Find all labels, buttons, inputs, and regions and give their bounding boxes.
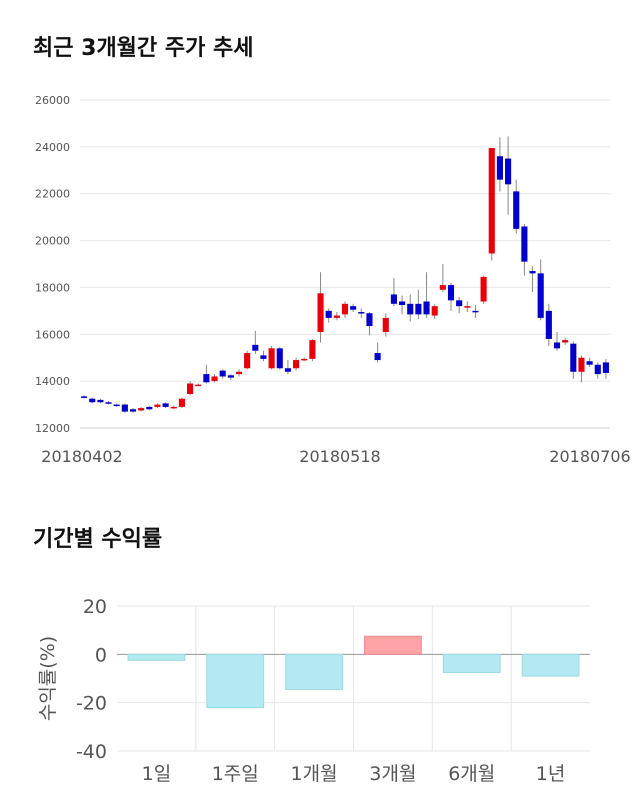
candle-body xyxy=(505,158,512,185)
candle-body xyxy=(586,361,593,365)
candle-body xyxy=(235,371,243,375)
price-trend-title: 최근 3개월간 주가 추세 xyxy=(33,36,254,61)
x-tick-label: 1년 xyxy=(536,763,566,785)
candle-body xyxy=(545,310,552,339)
candle-body xyxy=(325,310,332,318)
y-tick-label: 14000 xyxy=(35,375,70,388)
candle-body xyxy=(146,406,153,410)
x-tick-label: 20180706 xyxy=(549,447,630,466)
return-bar xyxy=(442,653,501,673)
candle-body xyxy=(113,404,120,407)
y-tick-label: 0 xyxy=(95,644,107,666)
y-tick-label: 26000 xyxy=(35,94,70,107)
x-tick-label: 20180402 xyxy=(41,447,122,466)
y-tick-label: 20000 xyxy=(35,235,70,248)
candle-body xyxy=(529,271,536,274)
candle-body xyxy=(464,306,471,308)
return-bar xyxy=(127,653,186,661)
candle-body xyxy=(268,348,275,369)
y-tick-label: -40 xyxy=(76,741,107,763)
return-bar xyxy=(206,653,265,708)
return-bar xyxy=(521,653,580,677)
candle-body xyxy=(537,273,544,318)
candle-body xyxy=(129,409,137,412)
candle-body xyxy=(97,399,104,403)
x-tick-label: 20180518 xyxy=(299,447,380,466)
candle-body xyxy=(570,343,577,372)
candle-body xyxy=(350,306,357,310)
y-tick-label: 16000 xyxy=(35,328,70,341)
candle-body xyxy=(195,384,202,387)
candle-body xyxy=(211,376,218,382)
candle-body xyxy=(81,396,88,398)
returns-title: 기간별 수익률 xyxy=(33,527,163,552)
candle-body xyxy=(382,317,389,332)
candle-body xyxy=(480,276,487,302)
x-tick-label: 1개월 xyxy=(291,763,338,785)
candle-body xyxy=(562,340,569,343)
x-tick-label: 6개월 xyxy=(448,763,495,785)
candle-body xyxy=(178,398,185,407)
candle-body xyxy=(415,303,422,315)
candle-body xyxy=(439,285,446,290)
candle-body xyxy=(472,310,479,313)
candle-body xyxy=(154,404,161,407)
candle-body xyxy=(293,360,300,369)
candle-body xyxy=(244,353,251,369)
candle-body xyxy=(301,358,308,361)
candle-body xyxy=(390,294,397,304)
candle-body xyxy=(553,342,561,349)
candle-body xyxy=(513,191,520,229)
candle-body xyxy=(341,303,349,315)
y-tick-label: 20 xyxy=(83,596,107,618)
x-tick-label: 3개월 xyxy=(369,763,416,785)
return-bar xyxy=(364,635,422,655)
candlestick-chart: 12000 14000 16000 18000 20000 22000 24000 26000… xyxy=(35,94,631,466)
return-bar xyxy=(285,653,343,690)
y-tick-label: 12000 xyxy=(35,422,70,435)
candle-body xyxy=(366,313,373,327)
candle-body xyxy=(276,348,283,369)
candle-body xyxy=(187,383,194,395)
candle-body xyxy=(252,344,259,351)
candle-body xyxy=(260,355,267,359)
candle-body xyxy=(89,398,96,403)
candle-body xyxy=(594,364,601,375)
candle-body xyxy=(138,408,145,411)
candle-body xyxy=(521,226,528,262)
candle-body xyxy=(333,315,340,318)
y-tick-label: -20 xyxy=(76,693,107,715)
y-tick-label: 18000 xyxy=(35,281,70,294)
candle-body xyxy=(309,340,316,359)
candle-body xyxy=(602,362,609,373)
candle-body xyxy=(447,285,455,301)
y-axis-label: 수익률(%) xyxy=(37,636,59,721)
candle-body xyxy=(219,370,226,377)
candle-body xyxy=(317,293,324,332)
candle-body xyxy=(284,368,291,372)
candle-body xyxy=(399,301,406,305)
candle-body xyxy=(121,404,128,412)
candle-body xyxy=(423,301,430,315)
candle-body xyxy=(488,148,495,254)
y-tick-label: 22000 xyxy=(35,188,70,201)
candle-body xyxy=(496,156,503,180)
candle-body xyxy=(358,312,365,314)
candle-body xyxy=(105,402,112,404)
candle-body xyxy=(162,403,169,407)
x-tick-label: 1일 xyxy=(142,763,172,785)
candle-body xyxy=(170,406,177,409)
candle-body xyxy=(578,357,585,372)
candle-body xyxy=(374,353,381,361)
candle-body xyxy=(203,374,210,383)
x-tick-label: 1주일 xyxy=(212,763,259,785)
candle-body xyxy=(227,375,234,378)
candle-body xyxy=(407,303,414,315)
candle-body xyxy=(456,300,463,307)
candle-body xyxy=(431,306,438,316)
y-tick-label: 24000 xyxy=(35,141,70,154)
